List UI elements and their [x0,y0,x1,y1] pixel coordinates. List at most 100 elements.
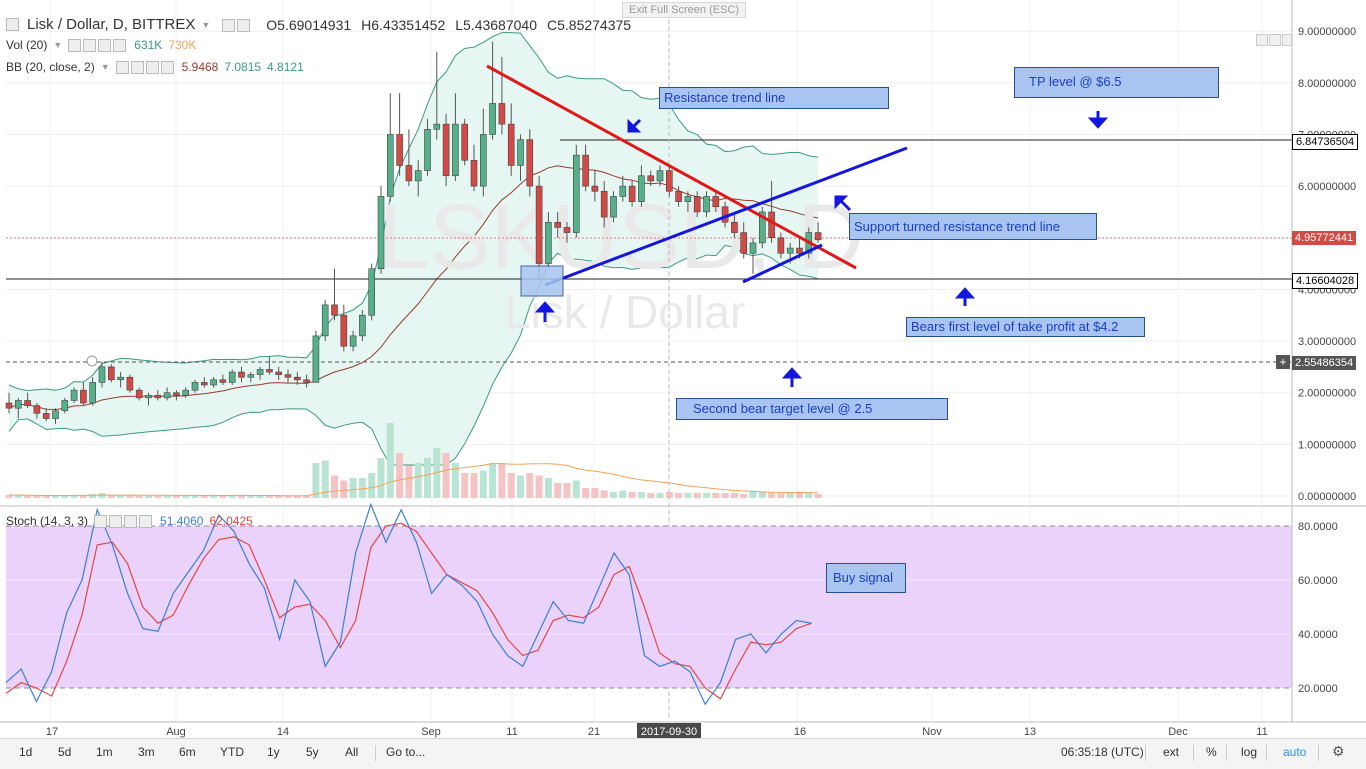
candle-body [554,221,562,228]
volume-bar [498,463,506,498]
annotation-buy-signal[interactable]: Buy signal [826,563,906,593]
volume-controls[interactable] [68,38,128,53]
gear-icon[interactable]: ⚙ [1332,743,1345,759]
candle [777,232,785,259]
candle [461,118,469,166]
chevron-down-icon[interactable]: ▼ [201,19,211,30]
candle-body [33,405,41,414]
candle [98,361,106,388]
extended-hours-button[interactable]: ext [1163,745,1180,759]
candle [442,113,450,187]
volume-bar [396,453,404,498]
crosshair-date-bg [637,723,701,739]
stoch-tick-label: 80.0000 [1298,521,1338,533]
pane-maximize-icon[interactable] [1282,34,1292,46]
period-ytd-button[interactable]: YTD [220,745,244,759]
pane-down-icon[interactable] [1269,34,1281,46]
candle-body [117,376,124,381]
candle-body [266,369,273,373]
chevron-down-icon[interactable]: ▼ [100,62,110,73]
candle-body [545,221,552,264]
volume-bar [554,483,562,498]
volume-bar [182,496,190,498]
period-6m-button[interactable]: 6m [179,745,196,759]
symbol-title[interactable]: Lisk / Dollar, D, BITTREX [27,16,196,33]
volume-bar [358,478,366,498]
volume-bar [275,495,283,498]
volume-bar [24,496,32,498]
stoch-legend: Stoch (14, 3, 3) 51.4060 62.0425 [6,514,253,529]
resistance-trend-line [486,64,857,270]
candle [154,390,162,401]
volume-bar [712,493,720,498]
candle [89,377,96,406]
low-value: L5.43687040 [455,16,537,33]
period-1m-button[interactable]: 1m [96,745,113,759]
volume-bar [386,423,394,498]
candlestick-series [5,41,822,424]
candle-body [535,185,543,264]
volume-bar [619,490,627,498]
annotation-resistance-trend-line[interactable]: Resistance trend line [659,87,889,109]
volume-bar [107,495,115,498]
candle-body [312,335,320,383]
annotation-tp-level[interactable]: TP level @ $6.5 [1014,67,1219,98]
period-all-button[interactable]: All [345,745,359,759]
bollinger-controls[interactable] [115,60,176,75]
utc-clock[interactable]: 06:35:18 (UTC) [1061,745,1144,759]
price-tag-last: 4.95772441 [1292,231,1357,245]
collapse-icon[interactable] [6,18,19,31]
auto-scale-button[interactable]: auto [1283,745,1307,759]
arrow-up-bears-level-icon [954,287,976,306]
candle [489,41,496,140]
candle [24,392,31,409]
period-5y-button[interactable]: 5y [306,745,319,759]
volume-bar [210,495,218,498]
goto-date-button[interactable]: Go to... [386,745,426,759]
ohlc-values: O5.69014931 H6.43351452 L5.43687040 C5.8527… [266,17,641,33]
exit-fullscreen-button[interactable]: Exit Full Screen (ESC) [622,2,747,18]
candle [628,180,636,207]
stoch-tick-label: 40.0000 [1298,629,1338,641]
period-1d-button[interactable]: 1d [19,745,33,759]
chevron-down-icon[interactable]: ▼ [53,40,63,51]
candle [758,206,766,249]
header-settings-icons[interactable] [222,17,252,32]
candle [414,160,422,197]
add-alert-button[interactable]: + [1276,355,1290,369]
volume-bar [758,492,766,498]
volume-bar [572,480,580,498]
volume-bar [191,495,199,498]
stoch-controls[interactable] [94,514,154,529]
stoch-axis-ticks: 80.0000 60.0000 40.0000 20.0000 [1298,521,1338,695]
volume-bar [526,473,534,498]
candle [117,372,124,388]
candle [228,369,236,385]
volume-bar [647,493,655,498]
volume-bar [52,495,59,498]
candle-body [656,170,664,182]
percent-scale-button[interactable]: % [1206,745,1217,759]
annotation-second-bear-target[interactable]: Second bear target level @ 2.5 [676,398,948,420]
volume-bar [200,496,208,498]
pane-up-icon[interactable] [1256,34,1268,46]
volume-bar [414,463,422,498]
candle [340,304,348,352]
candle [554,211,562,238]
candle [15,397,22,419]
candle [470,144,478,192]
candle [173,390,180,401]
period-3m-button[interactable]: 3m [138,745,155,759]
log-scale-button[interactable]: log [1241,745,1258,759]
volume-bar [665,492,673,498]
period-5d-button[interactable]: 5d [58,745,72,759]
annotation-support-turned-resistance[interactable]: Support turned resistance trend line [849,213,1097,240]
annotation-bears-first-level[interactable]: Bears first level of take profit at $4.2 [906,317,1145,337]
candle-body [219,379,227,383]
candle-body [89,382,96,404]
candle-body [52,410,59,419]
period-1y-button[interactable]: 1y [267,745,280,759]
candle-body [126,376,134,391]
candle-body [740,232,748,254]
